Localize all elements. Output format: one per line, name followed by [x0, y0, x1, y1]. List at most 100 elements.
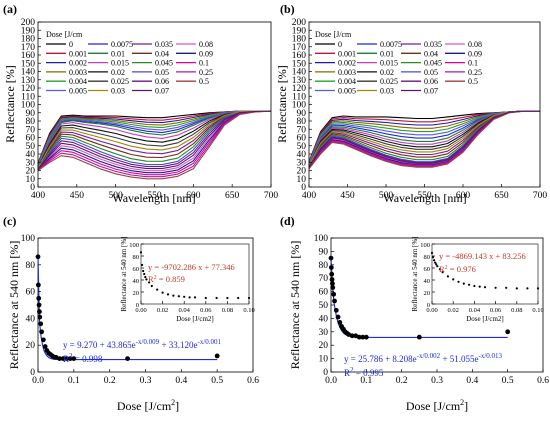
panel-c-inset-xtick-label: 0.10 [243, 307, 254, 314]
panel-d-xtick-label: 0.3 [431, 376, 443, 386]
panel-b-ytick-label: 110 [292, 92, 306, 102]
panel-d-inset-point [536, 287, 540, 290]
panel-a-legend: Dose [J/cm0 0.0075 0.035 0.080.001 0.01 0.04 0… [46, 30, 213, 96]
panel-a-xtick-label: 500 [109, 191, 124, 201]
panel-c-xtick-label: 0.6 [247, 376, 259, 386]
panel-c-inset-point [247, 296, 251, 300]
panel-b-ytick-label: 40 [297, 150, 307, 160]
panel-c-inset-point [142, 269, 145, 273]
panel-d-inset-point [438, 268, 442, 271]
panel-c-xlabel: Dose [J/cm2] [117, 398, 179, 413]
panel-c-inset-point [226, 296, 229, 300]
panel-d-inset-point [441, 271, 444, 274]
panel-a-legend-title: Dose [J/cm [46, 30, 83, 39]
panel-c-data-point [35, 282, 41, 288]
panel-b-legend: Dose [J/cm0 0.0075 0.035 0.080.001 0.01 0.04 0… [315, 30, 482, 96]
panel-c-inset-ytick-label: 100 [129, 242, 139, 249]
panel-d-inset-point [446, 275, 449, 278]
panel-a-legend-label-21: 0.03 [111, 87, 125, 96]
panel-b-legend-label-9: 0.015 [380, 59, 398, 68]
panel-d-inset-point [436, 265, 439, 268]
panel-a-xtick-label: 650 [225, 191, 240, 201]
panel-b-ytick-label: 200 [292, 18, 307, 28]
panel-d-inset-point [483, 286, 487, 289]
panel-d-inset-point [473, 284, 476, 288]
panel-c-inset-xtick-label: 0.04 [179, 307, 191, 314]
panel-d-inset: 0.00 0.02 0.04 0.06 0.08 0.10 0 20 40 60 80 100 Dos… [411, 236, 544, 323]
panel-c-inset-ytick-label: 40 [133, 278, 140, 285]
panel-a-ytick-label: 170 [21, 43, 36, 53]
panel-c-xtick-label: 0.5 [211, 376, 223, 386]
panel-c-inset-point [139, 251, 143, 254]
panel-a-ytick-label: 60 [26, 134, 36, 144]
panel-b-ytick-label: 190 [292, 26, 307, 36]
panel-b-ytick-label: 80 [297, 117, 307, 127]
panel-a-ytick-label: 30 [26, 158, 36, 168]
panel-b-legend-label-16: 0.004 [338, 77, 356, 86]
panel-c-data-point [71, 356, 77, 361]
panel-c-ytick-label: 20 [26, 341, 36, 351]
panel-b-ytick-label: 60 [297, 134, 307, 144]
panel-d-data-point [349, 333, 355, 339]
panel-c-ytick-label: 60 [26, 288, 36, 298]
panel-b-legend-label-19: 0.5 [468, 77, 478, 86]
panel-c-inset-point [183, 295, 186, 298]
panel-d-xtick-label: 0.0 [325, 376, 337, 386]
panel-d-data-point [335, 314, 341, 320]
panel-a-legend-label-18: 0.06 [155, 77, 169, 86]
panel-b-xtick-label: 700 [533, 191, 548, 201]
panel-a-legend-label-16: 0.004 [69, 77, 87, 86]
panel-b-legend-label-10: 0.045 [424, 59, 442, 68]
panel-d-inset-point [462, 282, 465, 285]
panel-d-ytick-label: 70 [319, 274, 329, 284]
panel-c-inset-xtick-label: 0.02 [157, 307, 168, 314]
panel-c-data-point [57, 356, 62, 361]
panel-d-inset-fit-equation: y = -4869.143 x + 83.256 [439, 251, 526, 261]
panel-c-inset-ytick-label: 60 [133, 266, 140, 273]
panel-c-ytick-label: 40 [26, 314, 36, 324]
panel-b-ytick-label: 20 [297, 167, 307, 177]
panel-d-inset-point [526, 287, 529, 290]
panel-a-curve-18 [37, 110, 272, 170]
panel-a-legend-label-22: 0.07 [155, 87, 169, 96]
panel-b-legend-label-22: 0.07 [424, 87, 438, 96]
panel-d-inset-point [430, 251, 434, 255]
panel-b-legend-label-0: 0 [338, 40, 342, 49]
panel-b-ytick-label: 30 [297, 158, 307, 168]
panel-a-ytick-label: 70 [26, 125, 36, 135]
panel-b-legend-label-20: 0.005 [338, 87, 356, 96]
panel-d-xtick-label: 0.2 [396, 376, 408, 386]
panel-c-inset-xtick-label: 0.08 [222, 307, 233, 314]
panel-d-xtick-label: 0.6 [537, 376, 549, 386]
panel-b-legend-label-5: 0.01 [380, 49, 394, 58]
panel-c-data-point [64, 356, 70, 361]
panel-d-ytick-label: 30 [319, 328, 329, 338]
panel-a-legend-label-9: 0.015 [111, 59, 129, 68]
panel-c-data-point [214, 353, 220, 359]
panel-d-inset-xlabel: Dose [J/cm2] [466, 315, 504, 323]
panel-c-inset-ytick-label: 0 [136, 302, 139, 309]
panel-c-data-point [36, 295, 42, 301]
panel-b-legend-label-6: 0.04 [424, 49, 438, 58]
panel-c-xtick-label: 0.0 [32, 376, 44, 386]
panel-c-data-point [38, 321, 44, 327]
panel-a-ytick-label: 190 [21, 26, 36, 36]
panel-a-ytick-label: 100 [21, 101, 36, 111]
panel-a-ytick-label: 40 [26, 150, 36, 160]
panel-d-data-point [333, 307, 339, 313]
panel-c-xtick-label: 0.4 [175, 376, 187, 386]
panel-c-inset-point [150, 284, 153, 288]
panel-d-inset-ytick-label: 40 [424, 278, 431, 285]
panel-d-data-point [356, 334, 362, 340]
panel-b-legend-label-12: 0.003 [338, 68, 356, 77]
panel-label-a: (a) [3, 2, 17, 16]
panel-b-xtick-label: 600 [456, 191, 471, 201]
panel-c-data-point [125, 356, 130, 361]
panel-c-ytick-label: 80 [26, 261, 36, 271]
panel-c-chart: 0.0 0.1 0.2 0.3 0.4 0.5 0.6 0 20 40 60 80 100 Dose [… [7, 234, 259, 413]
panel-d-ytick-label: 60 [319, 288, 329, 298]
panel-b-curve-19 [308, 110, 540, 170]
panel-c-data-point [42, 344, 48, 349]
panel-d-data-point [329, 271, 335, 277]
panel-d-inset-point [452, 278, 455, 281]
